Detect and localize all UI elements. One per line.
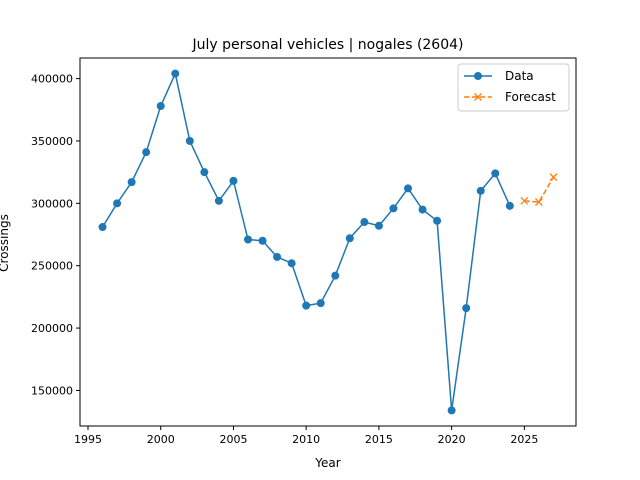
data-point [404,184,412,193]
y-tick-label: 300000 [31,197,73,210]
x-tick-label: 2010 [292,433,320,446]
legend-label: Data [505,69,534,83]
forecast-point [520,196,529,205]
forecast-point-stroke [520,196,529,205]
plot-frame [79,57,577,427]
data-point [505,201,514,210]
data-point [185,136,194,145]
legend: Data Forecast [457,63,570,112]
x-tick-label: 2005 [219,433,247,446]
y-tick-label: 200000 [31,322,73,335]
forecast-series-line [524,176,555,203]
x-tick-label: 2025 [510,433,538,446]
y-axis: 150000 200000 250000 300000 350000 400000 [31,73,80,397]
forecast-point-stroke [549,173,558,182]
data-point [113,199,122,208]
legend-swatch-marker [474,93,482,101]
data-point [374,221,383,230]
data-point [491,169,500,178]
y-axis-label: Crossings [0,214,11,272]
data-point [360,218,369,227]
data-point [273,252,282,261]
y-tick-label: 150000 [31,384,73,397]
data-point [345,234,354,243]
legend-entry-data: Data [464,69,534,83]
x-axis: 1995 2000 2005 2010 2015 2020 2025 [74,426,538,446]
data-point [229,176,238,185]
y-tick-label: 400000 [31,73,73,86]
forecast-point [549,173,558,182]
data-point [302,301,311,310]
data-point [462,304,471,313]
data-point [200,168,209,177]
x-tick-label: 2020 [438,433,466,446]
data-point [418,205,427,214]
data-point [287,259,296,268]
data-point [316,299,325,308]
forecast-point-stroke [534,198,543,207]
data-point [447,406,456,415]
x-tick-label: 2000 [147,433,175,446]
data-point [258,236,267,245]
data-point [214,196,223,205]
data-point [476,186,485,195]
legend-label: Forecast [505,90,556,104]
data-point [331,271,340,280]
chart-title: July personal vehicles | nogales (2604) [191,37,463,53]
data-point [433,216,442,225]
data-point [98,223,107,232]
x-tick-label: 2015 [365,433,393,446]
legend-entry-forecast: Forecast [464,90,556,104]
legend-entries: Data Forecast [464,69,556,104]
y-tick-label: 350000 [31,135,73,148]
x-tick-label: 1995 [74,433,102,446]
y-tick-label: 250000 [31,260,73,273]
data-point [127,178,136,187]
data-point [389,204,398,213]
data-point [156,102,165,111]
forecast-point [534,198,543,207]
x-axis-label: Year [314,456,340,470]
plot-area [98,69,558,415]
data-point [142,148,151,157]
data-point [171,69,180,78]
data-point [244,235,252,244]
legend-swatch-marker [474,72,482,80]
